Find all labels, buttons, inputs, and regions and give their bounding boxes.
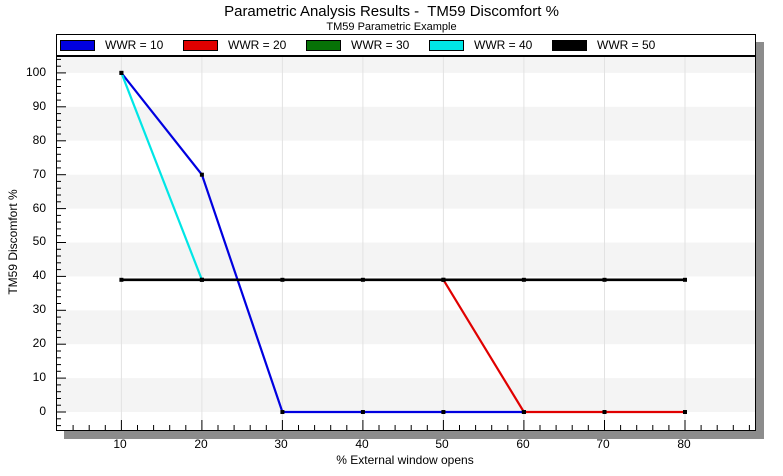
y-tick-label: 0 — [39, 404, 46, 418]
chart-subtitle: TM59 Parametric Example — [326, 21, 457, 33]
data-marker — [280, 277, 285, 282]
y-tick-label: 90 — [32, 99, 46, 113]
legend-label: WWR = 40 — [474, 38, 533, 52]
data-marker — [521, 410, 526, 414]
x-axis-label: % External window opens — [336, 453, 474, 467]
legend-swatch — [429, 39, 464, 51]
x-tick-label: 70 — [596, 437, 610, 451]
plot-area — [56, 56, 756, 431]
legend-item-3: WWR = 30 — [306, 38, 429, 52]
data-marker — [199, 172, 204, 177]
legend-item-2: WWR = 20 — [183, 38, 306, 52]
x-tick-label: 80 — [677, 437, 691, 451]
data-marker — [360, 277, 365, 282]
y-tick-label: 100 — [25, 65, 46, 79]
x-tick-label: 10 — [113, 437, 127, 451]
legend-swatch — [306, 39, 341, 51]
plot-band — [57, 57, 755, 73]
data-marker — [683, 410, 687, 414]
legend-label: WWR = 30 — [351, 38, 410, 52]
series-line-1 — [120, 72, 524, 414]
series-line-4 — [120, 72, 203, 281]
data-marker — [360, 410, 365, 414]
plot-canvas — [57, 57, 755, 430]
y-tick-label: 50 — [32, 234, 46, 248]
legend-swatch — [60, 39, 95, 51]
y-tick-label: 60 — [32, 201, 46, 215]
plot-band — [57, 174, 755, 209]
plot-band — [57, 242, 755, 277]
y-tick-label: 70 — [32, 167, 46, 181]
data-marker — [602, 410, 607, 414]
x-tick-label: 40 — [355, 437, 369, 451]
legend-item-4: WWR = 40 — [429, 38, 552, 52]
chart-title: Parametric Analysis Results - TM59 Disco… — [224, 3, 559, 20]
data-marker — [521, 277, 526, 282]
legend: WWR = 10 WWR = 20 WWR = 30 WWR = 40 WWR = 50 — [56, 34, 756, 56]
data-marker — [119, 70, 124, 75]
y-tick-label: 40 — [32, 268, 46, 282]
data-marker — [441, 277, 446, 282]
x-tick-label: 60 — [516, 437, 530, 451]
y-tick-label: 30 — [32, 302, 46, 316]
x-tick-label: 30 — [274, 437, 288, 451]
legend-item-5: WWR = 50 — [552, 38, 675, 52]
data-marker — [683, 277, 687, 282]
data-marker — [119, 277, 124, 282]
plot-band — [57, 310, 755, 345]
legend-item-1: WWR = 10 — [60, 38, 183, 52]
y-tick-label: 20 — [32, 336, 46, 350]
data-marker — [602, 277, 607, 282]
legend-label: WWR = 20 — [228, 38, 287, 52]
y-tick-label: 80 — [32, 133, 46, 147]
plot-band — [57, 378, 755, 412]
x-tick-label: 20 — [194, 437, 208, 451]
legend-swatch — [183, 39, 218, 51]
legend-label: WWR = 50 — [597, 38, 656, 52]
legend-swatch — [552, 39, 587, 51]
data-marker — [280, 410, 285, 414]
data-marker — [441, 410, 446, 414]
plot-band — [57, 106, 755, 141]
x-tick-label: 50 — [435, 437, 449, 451]
y-tick-label: 10 — [32, 370, 46, 384]
legend-label: WWR = 10 — [105, 38, 164, 52]
series-line-2 — [442, 279, 685, 414]
data-marker — [199, 277, 204, 282]
